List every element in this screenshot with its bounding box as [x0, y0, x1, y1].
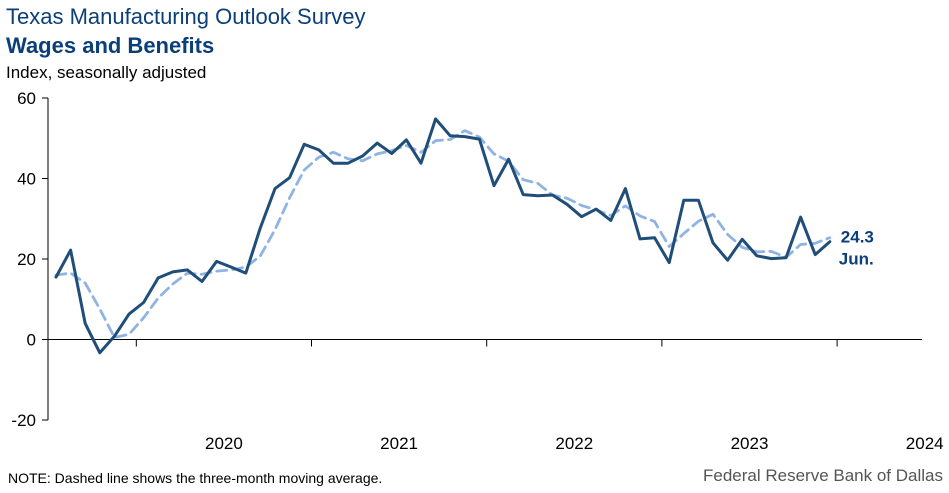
chart-subtitle: Wages and Benefits: [6, 33, 215, 58]
x-tick-label: 2021: [380, 434, 418, 453]
y-tick-label: 0: [27, 331, 36, 350]
moving-average-line: [54, 129, 832, 339]
x-tick-label: 2024: [906, 434, 944, 453]
chart-title: Texas Manufacturing Outlook Survey: [6, 4, 366, 29]
y-axis-units-label: Index, seasonally adjusted: [6, 63, 207, 82]
y-tick-label: -20: [11, 411, 36, 430]
x-tick-label: 2023: [731, 434, 769, 453]
source-credit: Federal Reserve Bank of Dallas: [702, 466, 943, 485]
x-tick-label: 2022: [555, 434, 593, 453]
y-tick-label: 60: [17, 89, 36, 108]
index-line: [54, 117, 832, 355]
y-tick-label: 20: [17, 250, 36, 269]
footnote: NOTE: Dashed line shows the three-month …: [8, 470, 383, 486]
latest-value-label: 24.3: [841, 228, 874, 247]
latest-month-label: Jun.: [839, 250, 874, 269]
x-tick-label: 2020: [205, 434, 243, 453]
y-tick-label: 40: [17, 170, 36, 189]
